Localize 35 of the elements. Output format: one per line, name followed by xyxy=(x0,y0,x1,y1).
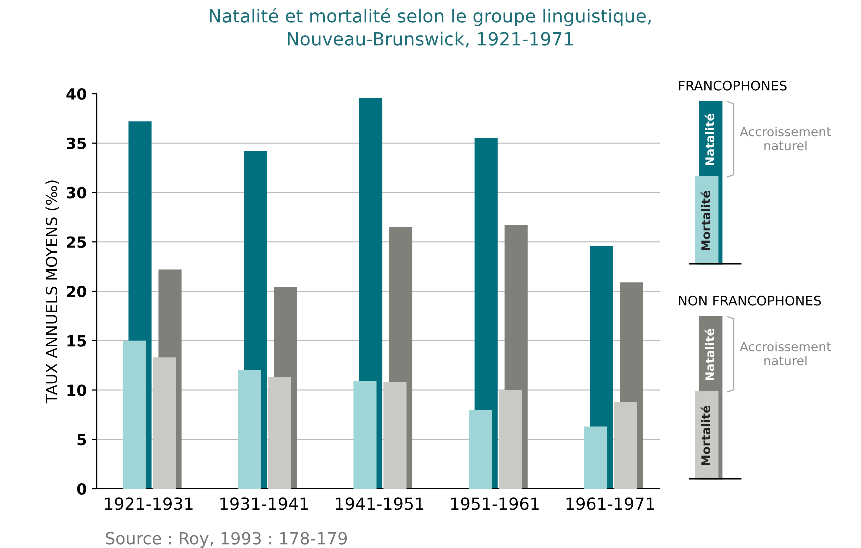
text: Mortalité xyxy=(700,191,710,250)
x-tick-label: 1961-1971 xyxy=(566,498,654,510)
text: NON FRANCOPHONES xyxy=(679,296,822,306)
text: Accroissement naturel xyxy=(740,342,832,366)
bar xyxy=(584,426,608,489)
y-axis-title: TAUX ANNUELS MOYENS (‰) xyxy=(46,180,60,404)
text: Natalité xyxy=(704,114,714,166)
y-tick-label: 35 xyxy=(67,138,86,150)
source-note: Source : Roy, 1993 : 178-179 xyxy=(106,532,348,548)
y-tick-label: 25 xyxy=(67,236,86,248)
bar xyxy=(614,402,638,489)
y-tick-label: 40 xyxy=(66,88,87,100)
y-tick-label: 30 xyxy=(67,187,87,199)
x-tick-label: 1941-1951 xyxy=(336,498,424,510)
bar xyxy=(499,390,522,489)
x-tick-label: 1931-1941 xyxy=(220,498,308,510)
bar xyxy=(469,410,492,489)
y-tick-label: 0 xyxy=(77,483,87,496)
text: FRANCOPHONES xyxy=(679,80,787,91)
y-tick-label: 15 xyxy=(68,336,86,347)
x-tick-label: 1921-1931 xyxy=(105,498,193,510)
chart-title: Natalité et mortalité selon le groupe linguistique, Nouveau-Brunswick, 1921-1971 xyxy=(210,8,651,48)
text: Natalité xyxy=(704,328,714,381)
text: Mortalité xyxy=(700,406,710,466)
bar xyxy=(152,358,176,489)
y-tick-label: 20 xyxy=(67,286,87,298)
bar xyxy=(122,340,146,489)
y-tick-label: 5 xyxy=(78,434,86,446)
bar xyxy=(268,377,292,489)
text: Accroissement naturel xyxy=(740,126,832,151)
bar xyxy=(384,382,407,489)
bar xyxy=(238,370,262,489)
x-tick-label: 1951-1961 xyxy=(451,498,539,510)
y-tick-label: 10 xyxy=(68,384,87,396)
bar xyxy=(354,381,377,489)
